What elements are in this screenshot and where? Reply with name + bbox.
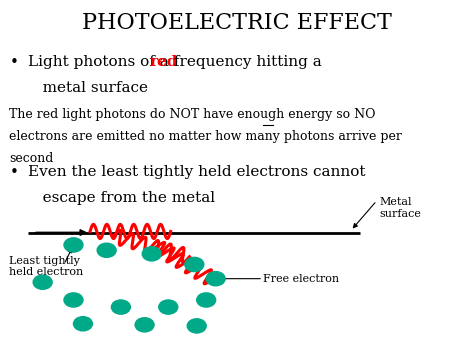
Text: Metal
surface: Metal surface	[379, 197, 421, 219]
Text: •: •	[9, 55, 18, 70]
Text: Least tightly
held electron: Least tightly held electron	[9, 256, 84, 277]
Text: Light photons of a: Light photons of a	[28, 55, 174, 69]
Circle shape	[64, 238, 83, 252]
Text: Light photons of a red: Light photons of a red	[28, 55, 200, 69]
Circle shape	[97, 243, 116, 257]
Circle shape	[111, 300, 130, 314]
Circle shape	[142, 247, 161, 261]
Text: metal surface: metal surface	[28, 81, 148, 94]
Text: electrons are emitted no matter how many photons arrive per: electrons are emitted no matter how many…	[9, 130, 402, 143]
Circle shape	[135, 318, 154, 332]
Text: red: red	[150, 55, 178, 69]
Text: PHOTOELECTRIC EFFECT: PHOTOELECTRIC EFFECT	[82, 12, 392, 34]
Text: Free electron: Free electron	[263, 274, 339, 284]
Text: second: second	[9, 152, 54, 165]
Circle shape	[187, 319, 206, 333]
Circle shape	[197, 293, 216, 307]
Circle shape	[73, 317, 92, 331]
Text: frequency hitting a: frequency hitting a	[169, 55, 322, 69]
Circle shape	[64, 293, 83, 307]
Circle shape	[33, 275, 52, 289]
Circle shape	[185, 257, 204, 272]
Text: •: •	[9, 165, 18, 180]
Text: Even the least tightly held electrons cannot: Even the least tightly held electrons ca…	[28, 165, 366, 179]
Text: escape from the metal: escape from the metal	[28, 191, 216, 204]
Circle shape	[206, 272, 225, 286]
Circle shape	[159, 300, 178, 314]
Text: The red light photons do NOT have enough energy so NO: The red light photons do NOT have enough…	[9, 108, 376, 121]
